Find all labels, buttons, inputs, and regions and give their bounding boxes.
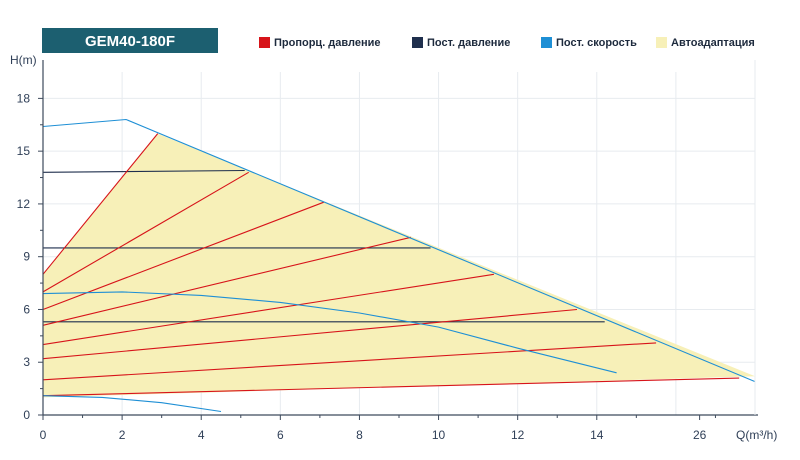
series-proportional-line <box>42 133 159 275</box>
legend: Пропорц. давление Пост. давление Пост. с… <box>259 37 755 49</box>
y-tick-label: 9 <box>23 250 30 264</box>
chart-title-box: GEM40-180F <box>42 28 218 53</box>
y-tick-label: 12 <box>17 197 31 211</box>
x-tick-label: 6 <box>277 428 284 442</box>
y-tick-label: 6 <box>23 302 30 316</box>
y-tick-label: 18 <box>17 91 31 105</box>
x-tick-label: 4 <box>198 428 205 442</box>
series-proportional-line <box>42 308 578 360</box>
legend-swatch-proportional <box>259 37 270 48</box>
legend-swatch-autoadapt <box>656 37 667 48</box>
series-layer <box>42 118 756 413</box>
x-tick-label: 26 <box>693 428 707 442</box>
autoadapt-area-layer <box>43 133 755 398</box>
x-axis-label: Q(m³/h) <box>736 428 777 442</box>
x-axis-ticks: 0 2 4 6 8 10 12 14 26 <box>40 415 716 442</box>
y-axis-ticks: 0 3 6 9 12 15 18 <box>17 91 43 422</box>
series-speed-line <box>42 118 756 383</box>
series-proportional-line <box>42 236 412 326</box>
series-proportional-line <box>42 201 324 311</box>
y-axis-label: H(m) <box>10 53 37 67</box>
legend-label-constant: Пост. давление <box>427 37 510 49</box>
series-proportional-line <box>42 171 249 293</box>
series-proportional-line <box>42 377 740 397</box>
y-tick-label: 0 <box>23 408 30 422</box>
x-tick-label: 14 <box>590 428 604 442</box>
series-speed-line <box>42 395 222 413</box>
legend-swatch-constant <box>412 37 423 48</box>
y-tick-label: 3 <box>23 355 30 369</box>
legend-label-speed: Пост. скорость <box>556 37 637 49</box>
series-constant-line <box>42 169 245 173</box>
legend-label-proportional: Пропорц. давление <box>274 37 381 49</box>
legend-swatch-speed <box>541 37 552 48</box>
y-tick-label: 15 <box>17 144 31 158</box>
autoadapt-area <box>43 133 755 398</box>
series-proportional-line <box>42 273 494 346</box>
chart-title: GEM40-180F <box>85 33 175 50</box>
x-tick-label: 12 <box>511 428 525 442</box>
series-speed-line <box>42 291 617 374</box>
series-proportional-line <box>42 342 657 381</box>
x-tick-label: 0 <box>40 428 47 442</box>
legend-label-autoadapt: Автоадаптация <box>671 37 755 49</box>
x-tick-label: 2 <box>119 428 126 442</box>
title-background <box>42 28 218 53</box>
x-tick-label: 10 <box>432 428 446 442</box>
x-tick-label: 8 <box>356 428 363 442</box>
